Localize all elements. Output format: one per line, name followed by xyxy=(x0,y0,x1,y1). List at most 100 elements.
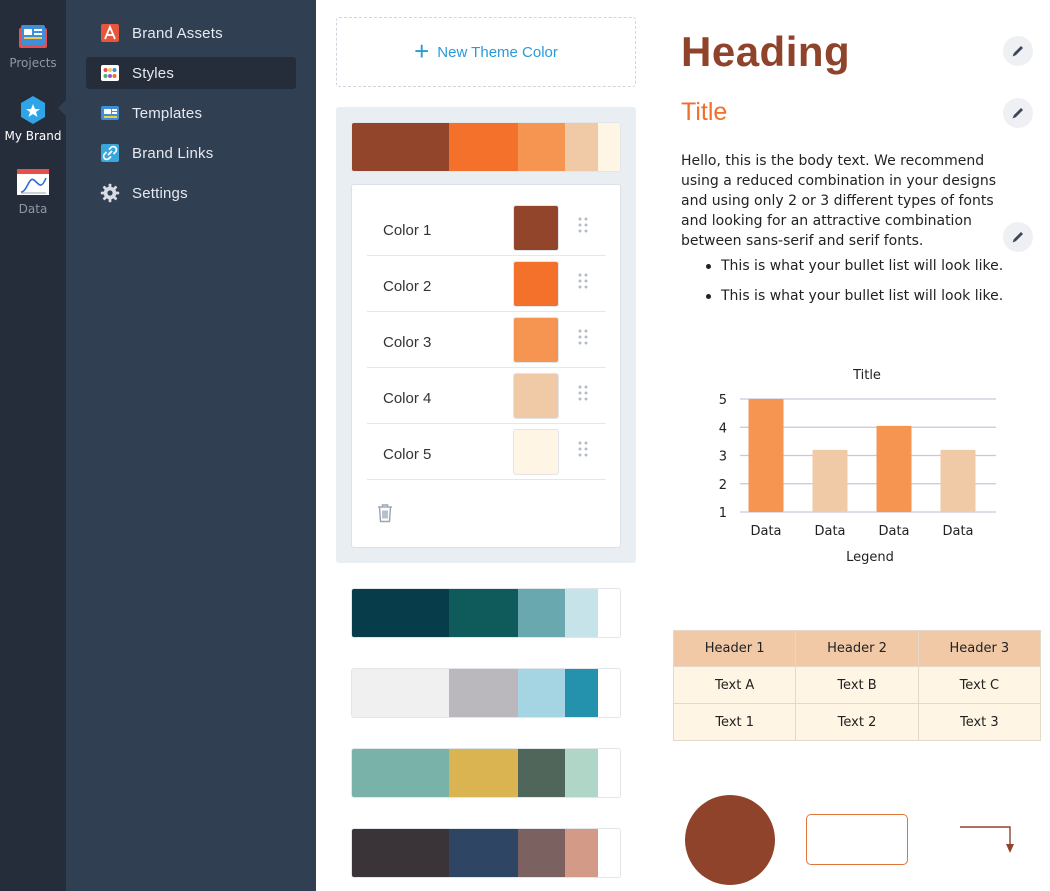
menu-label-templates: Templates xyxy=(132,104,203,122)
y-tick-label: 1 xyxy=(719,506,727,521)
color-name: Color 2 xyxy=(383,278,432,295)
palette-color-segment xyxy=(598,749,620,797)
palette-strip[interactable] xyxy=(351,828,621,878)
table-cell: Text B xyxy=(795,666,919,704)
color-name: Color 3 xyxy=(383,334,432,351)
color-row: Color 5 xyxy=(367,424,606,480)
trash-icon[interactable] xyxy=(376,503,394,523)
color-name: Color 5 xyxy=(383,446,432,463)
menu-item-templates[interactable]: Templates xyxy=(86,97,296,129)
chart-bar xyxy=(940,449,976,512)
color-swatch[interactable] xyxy=(513,429,559,475)
table-cell: Text A xyxy=(672,666,797,704)
edit-heading-button[interactable] xyxy=(1003,36,1033,66)
color-row: Color 4 xyxy=(367,368,606,424)
menu-item-brand-assets[interactable]: Brand Assets xyxy=(86,17,296,49)
y-tick-label: 5 xyxy=(719,393,727,408)
active-palette-strip[interactable] xyxy=(351,122,621,172)
palette-color-segment xyxy=(352,829,450,877)
palette-color-segment xyxy=(449,123,518,171)
color-swatch[interactable] xyxy=(513,261,559,307)
menu-label-brand-links: Brand Links xyxy=(132,144,214,162)
table-header-cell: Header 1 xyxy=(672,630,797,667)
pencil-icon xyxy=(1012,232,1023,243)
preview-bullet-list: This is what your bullet list will look … xyxy=(703,256,1023,316)
icon-rail: Projects My Brand Data xyxy=(0,0,67,891)
preview-circle-shape xyxy=(685,795,775,885)
palette-color-segment xyxy=(517,123,566,171)
chart-bar xyxy=(876,425,912,512)
table-cell: Text 1 xyxy=(672,703,797,741)
rail-item-data[interactable]: Data xyxy=(0,168,66,216)
y-tick-label: 2 xyxy=(719,478,727,493)
bullet-item: This is what your bullet list will look … xyxy=(703,286,1023,306)
menu-label-settings: Settings xyxy=(132,184,188,202)
chart-title: Title xyxy=(852,368,881,383)
palette-color-segment xyxy=(352,123,450,171)
palette-strip[interactable] xyxy=(351,588,621,638)
palette-color-segment xyxy=(598,829,620,877)
brand-menu: Brand Assets Styles Templates xyxy=(66,0,316,891)
palette-color-segment xyxy=(449,669,518,717)
menu-label-styles: Styles xyxy=(132,64,175,82)
palette-color-segment xyxy=(352,589,450,637)
palette-color-segment xyxy=(449,829,518,877)
table-cell: Text 3 xyxy=(917,703,1042,741)
drag-handle-icon[interactable] xyxy=(576,440,590,458)
rail-label-my-brand: My Brand xyxy=(4,129,62,143)
styles-icon xyxy=(101,65,119,81)
rail-label-data: Data xyxy=(18,202,48,216)
drag-handle-icon[interactable] xyxy=(576,272,590,290)
drag-handle-icon[interactable] xyxy=(576,216,590,234)
x-tick-label: Data xyxy=(814,524,845,539)
menu-item-brand-links[interactable]: Brand Links xyxy=(86,137,296,169)
table-row: Text A Text B Text C xyxy=(672,666,1042,704)
edit-title-button[interactable] xyxy=(1003,98,1033,128)
data-icon xyxy=(17,169,49,195)
edit-body-button[interactable] xyxy=(1003,222,1033,252)
palette-color-segment xyxy=(565,829,599,877)
rail-label-projects: Projects xyxy=(9,56,57,70)
table-header-cell: Header 2 xyxy=(795,630,919,667)
palette-strip[interactable] xyxy=(351,748,621,798)
table-header-cell: Header 3 xyxy=(917,630,1042,667)
preview-title: Title xyxy=(681,98,728,126)
palette-color-segment xyxy=(517,749,566,797)
templates-icon xyxy=(101,106,119,120)
color-swatch[interactable] xyxy=(513,373,559,419)
palette-color-segment xyxy=(449,749,518,797)
palette-color-segment xyxy=(598,123,620,171)
palette-color-segment xyxy=(517,829,566,877)
drag-handle-icon[interactable] xyxy=(576,384,590,402)
color-row: Color 1 xyxy=(367,200,606,256)
palette-strip[interactable] xyxy=(351,668,621,718)
palette-color-segment xyxy=(565,589,599,637)
preview-connector-arrow xyxy=(960,826,1014,853)
active-indicator xyxy=(58,99,67,117)
y-tick-label: 4 xyxy=(719,421,727,436)
color-editor: Color 1 Color 2 Color 3 Color 4 Color 5 xyxy=(351,184,621,548)
color-swatch[interactable] xyxy=(513,205,559,251)
new-theme-color-button[interactable]: + New Theme Color xyxy=(336,17,636,87)
preview-body-text: Hello, this is the body text. We recomme… xyxy=(681,153,997,249)
chart-bar xyxy=(812,449,848,512)
palette-color-segment xyxy=(565,749,599,797)
table-cell: Text 2 xyxy=(795,703,919,741)
palette-color-segment xyxy=(565,123,599,171)
color-swatch[interactable] xyxy=(513,317,559,363)
rail-item-projects[interactable]: Projects xyxy=(0,22,66,70)
pencil-icon xyxy=(1012,46,1023,57)
preview-heading: Heading xyxy=(681,28,851,75)
menu-item-settings[interactable]: Settings xyxy=(86,177,296,209)
palette-color-segment xyxy=(517,669,566,717)
palette-color-segment xyxy=(598,589,620,637)
drag-handle-icon[interactable] xyxy=(576,328,590,346)
rail-item-my-brand[interactable]: My Brand xyxy=(0,95,66,143)
palette-color-segment xyxy=(598,669,620,717)
palette-color-segment xyxy=(517,589,566,637)
x-tick-label: Data xyxy=(942,524,973,539)
x-tick-label: Data xyxy=(750,524,781,539)
chart-bar xyxy=(748,399,784,512)
menu-item-styles[interactable]: Styles xyxy=(86,57,296,89)
